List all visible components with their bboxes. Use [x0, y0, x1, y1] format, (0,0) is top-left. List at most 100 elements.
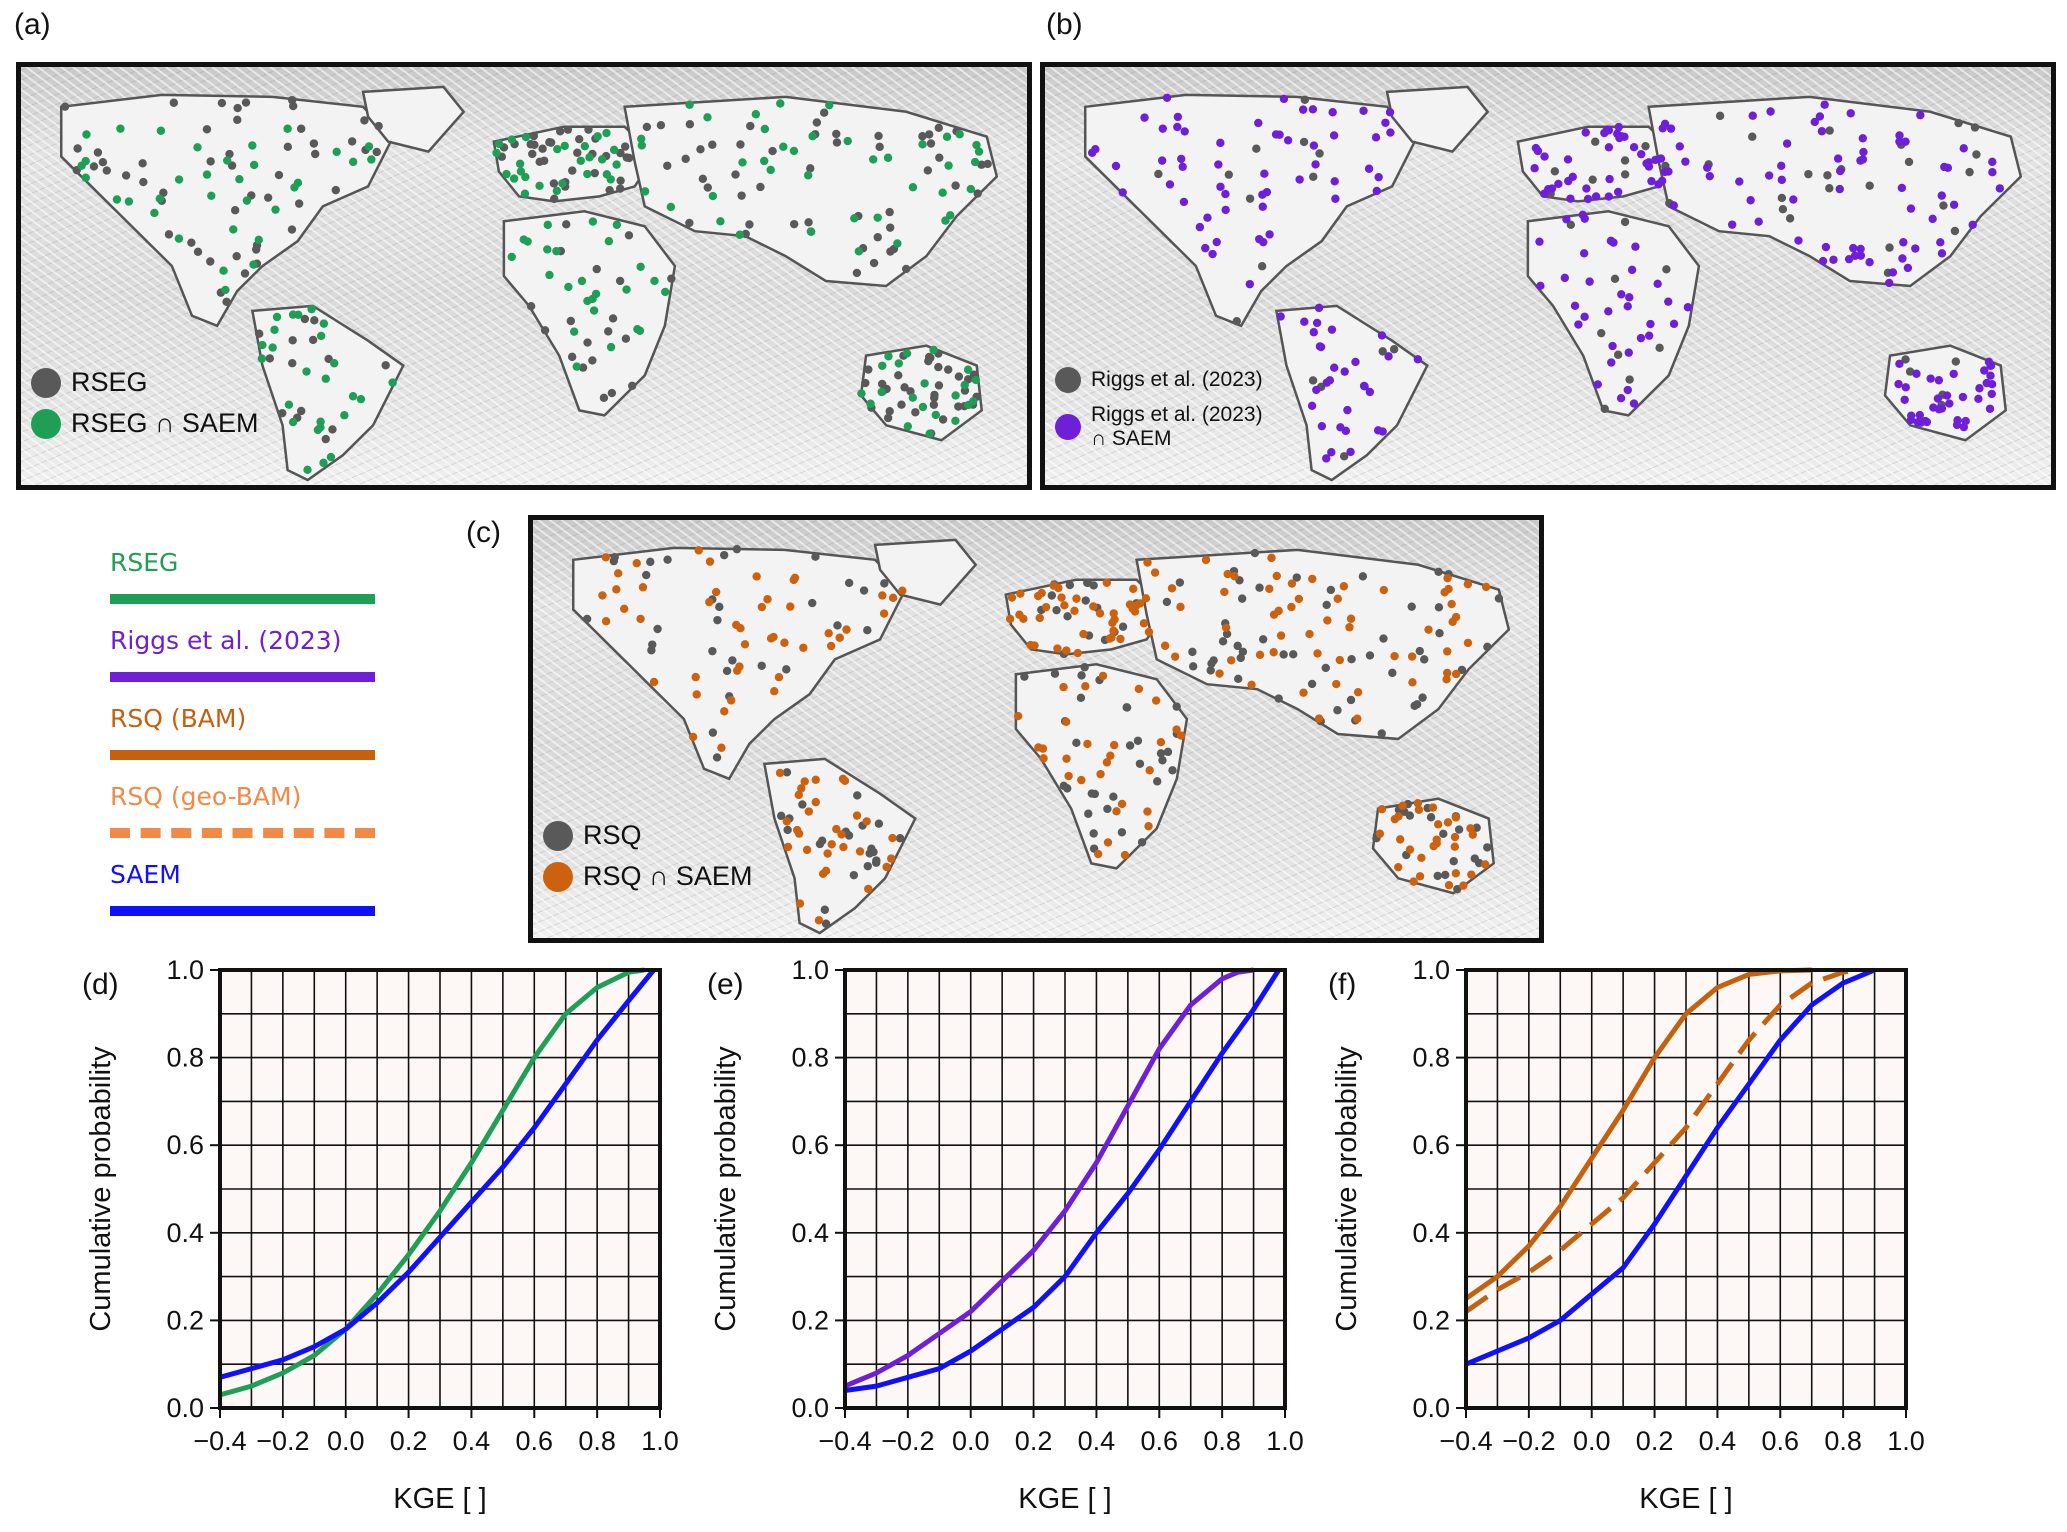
station-dot-gray	[526, 301, 536, 311]
station-dot-intersect	[661, 287, 670, 297]
station-dot-gray	[360, 116, 369, 125]
station-dot-intersect	[1118, 188, 1127, 197]
station-dot-intersect	[156, 126, 166, 135]
station-dot-intersect	[585, 153, 594, 162]
station-dot-intersect	[757, 602, 767, 612]
station-dot-gray	[573, 148, 582, 157]
station-dot-intersect	[1940, 162, 1949, 172]
station-dot-gray	[615, 184, 625, 193]
station-dot-gray	[582, 614, 592, 624]
map-b-legend-item-1: Riggs et al. (2023)	[1055, 367, 1263, 393]
station-dot-intersect	[1428, 803, 1438, 812]
x-tick-label: 0.8	[1203, 1426, 1241, 1456]
station-dot-intersect	[752, 572, 761, 581]
station-dot-intersect	[1560, 273, 1570, 283]
station-dot-gray	[567, 352, 577, 362]
station-dot-intersect	[1144, 627, 1154, 637]
station-dot-gray	[867, 844, 876, 853]
station-dot-gray	[1103, 804, 1112, 814]
station-dot-intersect	[1583, 194, 1593, 204]
station-dot-intersect	[1607, 358, 1616, 367]
station-dot-gray	[1300, 95, 1310, 105]
station-dot-intersect	[609, 145, 619, 155]
station-dot-gray	[139, 177, 148, 187]
station-dot-intersect	[963, 365, 973, 374]
station-dot-intersect	[1093, 849, 1103, 859]
station-dot-intersect	[1604, 192, 1613, 201]
station-dot-intersect	[1384, 352, 1393, 361]
station-dot-intersect	[1481, 582, 1491, 592]
station-dot-intersect	[307, 304, 316, 314]
station-dot-intersect	[649, 677, 659, 687]
station-dot-intersect	[1702, 163, 1712, 172]
station-dot-intersect	[521, 172, 530, 182]
station-dot-intersect	[878, 361, 887, 370]
station-dot-gray	[708, 140, 717, 149]
station-dot-intersect	[888, 833, 897, 843]
station-dot-gray	[1020, 672, 1029, 681]
station-dot-gray	[584, 125, 593, 134]
station-dot-intersect	[1581, 128, 1590, 137]
station-dot-intersect	[1176, 602, 1185, 612]
station-dot-intersect	[1265, 230, 1274, 239]
station-dot-intersect	[852, 811, 862, 820]
station-dot-gray	[1137, 838, 1147, 847]
station-dot-intersect	[303, 465, 312, 475]
station-dot-gray	[1080, 663, 1089, 672]
station-dot-gray	[599, 393, 609, 403]
station-dot-intersect	[202, 170, 212, 179]
station-dot-intersect	[1287, 602, 1296, 612]
station-dot-gray	[568, 166, 577, 175]
station-dot-gray	[1346, 695, 1356, 705]
station-dot-gray	[746, 121, 755, 131]
station-dot-intersect	[1414, 805, 1424, 814]
station-dot-gray	[895, 834, 905, 843]
station-dot-intersect	[1629, 142, 1639, 152]
station-dot-intersect	[1158, 124, 1167, 133]
station-dot-intersect	[1818, 256, 1828, 266]
station-dot-gray	[1232, 317, 1241, 326]
station-dot-gray	[1377, 729, 1386, 738]
station-dot-intersect	[591, 289, 601, 299]
station-dot-intersect	[1102, 578, 1112, 587]
station-dot-intersect	[1451, 869, 1461, 878]
station-dot-gray	[102, 166, 111, 175]
station-dot-gray	[782, 768, 792, 777]
station-dot-intersect	[1157, 156, 1167, 165]
station-dot-intersect	[938, 188, 947, 197]
station-dot-intersect	[692, 690, 701, 699]
station-dot-gray	[138, 159, 147, 168]
station-dot-intersect	[520, 189, 530, 198]
station-dot-intersect	[1353, 714, 1362, 723]
station-dot-gray	[1365, 651, 1375, 660]
station-dot-intersect	[884, 352, 893, 361]
station-dot-gray	[1415, 646, 1424, 656]
station-dot-intersect	[1952, 420, 1962, 430]
station-dot-gray	[832, 129, 841, 139]
station-dot-intersect	[1279, 94, 1289, 104]
station-dot-gray	[1972, 150, 1981, 159]
station-dot-intersect	[1381, 118, 1390, 127]
station-dot-gray	[1435, 628, 1444, 638]
station-dot-gray	[642, 570, 651, 580]
station-dot-intersect	[1705, 171, 1714, 181]
station-dot-gray	[616, 148, 625, 158]
station-dot-gray	[804, 218, 813, 227]
station-dot-intersect	[1858, 134, 1868, 143]
station-dot-intersect	[1109, 626, 1118, 635]
x-tick-label: 0.0	[1573, 1426, 1611, 1456]
station-dot-intersect	[1625, 293, 1634, 302]
station-dot-intersect	[832, 824, 841, 834]
station-dot-gray	[287, 95, 297, 105]
station-dot-intersect	[1859, 147, 1868, 157]
station-dot-intersect	[1007, 593, 1017, 602]
station-dot-gray	[875, 142, 884, 152]
station-dot-gray	[712, 753, 722, 762]
station-dot-intersect	[1033, 591, 1043, 601]
station-dot-gray	[575, 134, 584, 144]
station-dot-intersect	[887, 854, 896, 863]
station-dot-intersect	[1178, 162, 1187, 172]
station-dot-intersect	[1103, 838, 1113, 847]
station-dot-intersect	[1865, 257, 1874, 267]
station-dot-intersect	[1332, 679, 1341, 689]
